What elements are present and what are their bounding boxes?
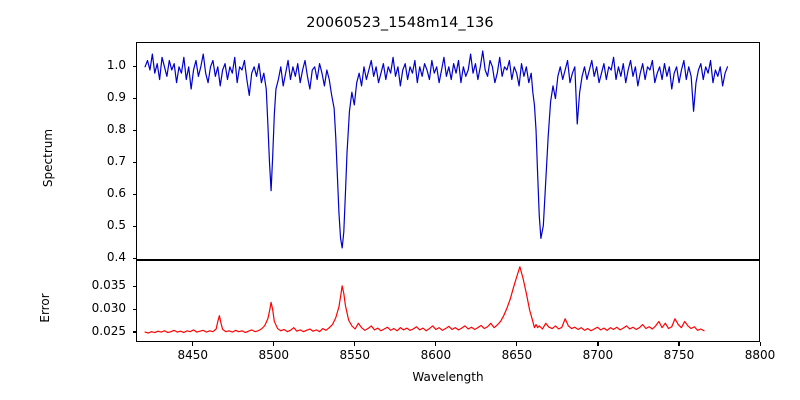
spectrum-line: [144, 50, 729, 249]
x-axis-label: Wavelength: [412, 370, 484, 384]
y-tick-mark: [132, 129, 136, 131]
error-series-svg: [144, 266, 705, 334]
x-tick-label: 8600: [420, 348, 452, 362]
y-tick-mark: [132, 97, 136, 99]
x-tick-label: 8450: [177, 348, 208, 362]
x-tick-mark: [516, 342, 518, 346]
x-tick-label: 8700: [582, 348, 614, 362]
y-tick-mark: [132, 225, 136, 227]
y-tick-mark: [132, 285, 136, 288]
y-tick-label: 0.6: [106, 186, 126, 201]
y-tick-mark: [132, 331, 136, 333]
y-tick-label: 0.035: [91, 278, 126, 293]
x-tick-mark: [597, 342, 599, 346]
y-tick-label: 0.7: [106, 154, 126, 169]
x-tick-mark: [759, 342, 761, 346]
error-plot-panel: [136, 260, 760, 342]
x-tick-label: 8500: [258, 348, 290, 362]
y-tick-mark: [132, 161, 136, 163]
spectrum-series-svg: [144, 50, 729, 249]
y-tick-mark: [132, 65, 136, 67]
y-tick-label: 0.030: [91, 301, 126, 316]
x-tick-mark: [192, 342, 194, 346]
x-tick-label: 8650: [501, 348, 533, 362]
y-tick-label: 0.5: [106, 218, 126, 233]
y-tick-label: 0.025: [91, 323, 126, 338]
y-axis-label-error: Error: [38, 293, 52, 323]
y-tick-mark: [132, 257, 136, 259]
spectrum-plot-panel: [136, 42, 760, 260]
x-tick-label: 8750: [663, 348, 695, 362]
y-axis-label-spectrum: Spectrum: [41, 128, 55, 188]
error-line: [144, 266, 705, 334]
x-tick-mark: [435, 342, 437, 346]
y-tick-label: 0.9: [106, 90, 126, 105]
y-tick-mark: [132, 193, 136, 195]
x-tick-mark: [678, 342, 680, 346]
x-tick-mark: [354, 342, 356, 346]
x-tick-label: 8800: [744, 348, 776, 362]
x-tick-label: 8550: [339, 348, 371, 362]
page-title: 20060523_1548m14_136: [306, 15, 494, 31]
x-tick-mark: [273, 342, 275, 346]
y-tick-mark: [132, 308, 136, 310]
y-tick-label: 1.0: [106, 58, 126, 73]
y-tick-label: 0.8: [106, 122, 126, 137]
y-tick-label: 0.4: [106, 250, 126, 265]
